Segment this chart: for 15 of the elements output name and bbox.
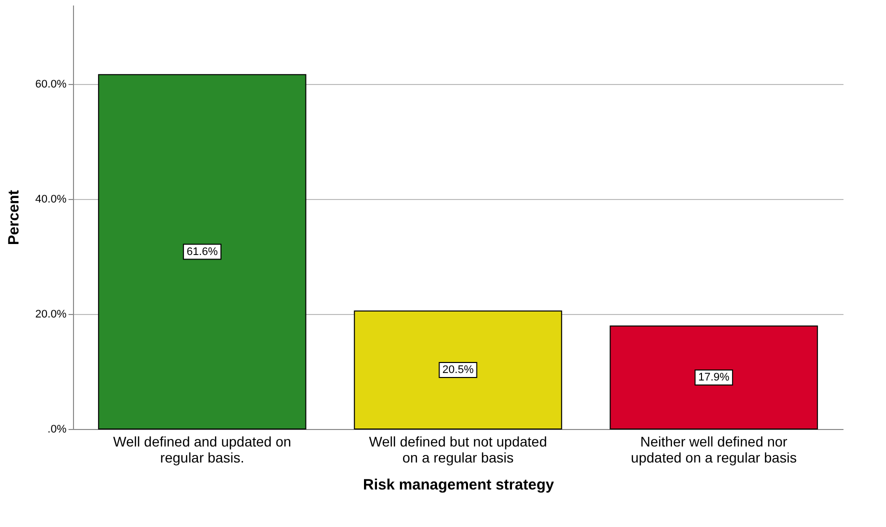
x-tick-label: Well defined and updated on regular basis. [113,434,292,466]
y-tick-label: 20.0% [35,308,67,320]
bar [98,74,306,430]
y-tick-label: .0% [48,424,67,436]
data-label: 17.9% [698,372,730,384]
bar [354,310,562,430]
data-label: 20.5% [442,364,474,376]
y-tick-label: 40.0% [35,193,67,206]
x-tick-label: Neither well defined nor updated on a regular basis [630,434,797,466]
bar [610,326,818,430]
y-tick-label: 60.0% [35,78,67,90]
y-axis-title: Percent [5,190,22,246]
x-axis-title: Risk management strategy [363,476,555,494]
x-tick-label: Well defined but not updated on a regular basis [369,434,547,466]
data-label: 61.6% [186,246,218,258]
